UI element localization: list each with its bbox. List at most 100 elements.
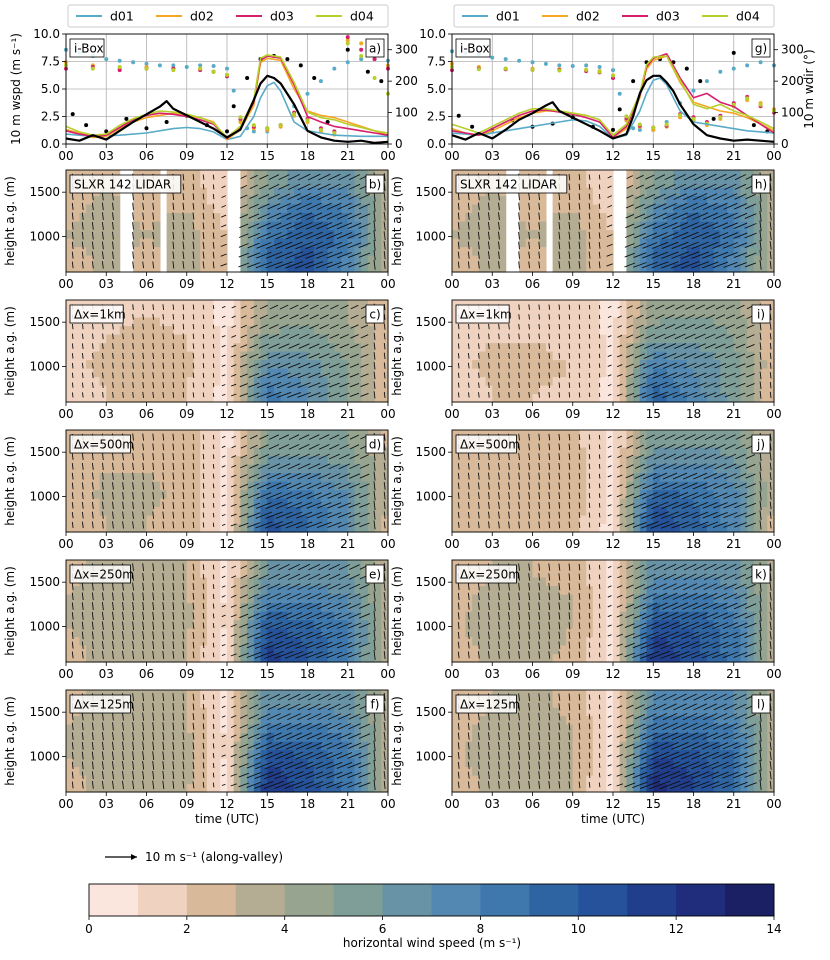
heatmap-cell xyxy=(240,523,248,533)
heatmap-cell xyxy=(327,255,335,265)
wind-vector xyxy=(238,262,250,268)
wind-vector xyxy=(221,455,226,458)
y-tick-label: 1500 xyxy=(29,705,60,719)
heatmap-cell xyxy=(294,602,302,612)
wind-vector xyxy=(295,231,313,240)
heatmap-cell xyxy=(294,376,302,386)
wind-vector xyxy=(92,382,94,388)
heatmap-cell xyxy=(314,636,322,646)
heatmap-cell xyxy=(307,560,315,570)
heatmap-cell xyxy=(381,498,389,508)
heatmap-cell xyxy=(146,602,154,612)
heatmap-cell xyxy=(79,515,87,525)
heatmap-cell xyxy=(381,568,389,578)
heatmap-cell xyxy=(233,611,242,621)
heatmap-cell xyxy=(213,724,221,734)
wind-vector xyxy=(102,333,104,340)
heatmap-cell xyxy=(153,707,161,717)
wind-vector xyxy=(172,573,175,581)
heatmap-cell xyxy=(233,481,242,491)
heatmap-cell xyxy=(206,498,215,508)
heatmap-cell xyxy=(153,602,161,612)
heatmap-cell xyxy=(133,758,141,768)
heatmap-cell xyxy=(334,447,342,457)
heatmap-cell xyxy=(280,376,288,386)
heatmap-cell xyxy=(86,359,94,369)
wind-vector xyxy=(308,463,321,470)
wind-vector xyxy=(122,323,124,330)
wind-vector xyxy=(71,353,74,359)
heatmap-cell xyxy=(79,368,87,378)
wind-vector xyxy=(373,640,376,651)
heatmap-cell xyxy=(227,359,235,369)
heatmap-cell xyxy=(159,489,168,499)
wind-vector xyxy=(326,222,343,230)
heatmap-cell xyxy=(133,645,141,655)
x-tick-label: 12 xyxy=(219,277,234,291)
heatmap-cell xyxy=(294,246,302,256)
heatmap-cell xyxy=(119,489,127,499)
wind-vector xyxy=(192,434,195,441)
heatmap-cell xyxy=(159,636,168,646)
heatmap-cell xyxy=(79,385,87,395)
heatmap-cell xyxy=(374,724,382,734)
heatmap-cell xyxy=(72,393,81,403)
heatmap-cell xyxy=(112,481,121,491)
heatmap-cell xyxy=(193,636,201,646)
heatmap-cell xyxy=(200,619,208,629)
heatmap-cell xyxy=(200,577,208,587)
heatmap-cell xyxy=(92,195,101,205)
wind-vector xyxy=(373,323,376,331)
heatmap-cell xyxy=(327,308,335,318)
heatmap-cell xyxy=(86,376,94,386)
heatmap-cell xyxy=(458,238,467,248)
wind-vector xyxy=(373,461,376,471)
wind-vector xyxy=(239,392,248,397)
heatmap-cell xyxy=(367,645,376,655)
wind-vector xyxy=(152,433,155,441)
wdir-point-d01 xyxy=(543,61,548,66)
wind-vector xyxy=(248,372,260,378)
heatmap-cell xyxy=(367,351,376,361)
wind-vector xyxy=(279,324,289,330)
wind-vector xyxy=(383,251,386,260)
heatmap-cell xyxy=(166,447,174,457)
heatmap-cell xyxy=(381,560,389,570)
heatmap-cell xyxy=(233,715,242,725)
heatmap-cell xyxy=(106,430,114,440)
x-tick-label: 12 xyxy=(219,797,234,811)
heatmap-cell xyxy=(280,204,288,214)
heatmap-cell xyxy=(213,568,221,578)
wind-vector xyxy=(81,333,84,340)
heatmap-cell xyxy=(133,481,141,491)
heatmap-cell xyxy=(320,376,329,386)
heatmap-cell xyxy=(133,430,141,440)
wind-vector xyxy=(360,454,370,460)
heatmap-cell xyxy=(320,602,329,612)
heatmap-cell xyxy=(354,325,362,335)
heatmap-cell xyxy=(153,464,161,474)
heatmap-cell xyxy=(267,263,275,273)
wind-vector xyxy=(383,333,386,340)
heatmap-cell xyxy=(220,636,228,646)
wind-vector xyxy=(102,521,104,529)
heatmap-cell xyxy=(72,221,81,231)
legend-label-d01: d01 xyxy=(496,9,520,24)
wind-vector xyxy=(296,612,313,620)
heatmap-cell xyxy=(193,263,201,273)
heatmap-cell xyxy=(66,611,74,621)
wind-vector xyxy=(92,372,94,379)
wind-vector xyxy=(122,343,124,350)
wind-vector xyxy=(162,592,165,601)
heatmap-cell xyxy=(253,300,262,310)
heatmap-cell xyxy=(153,775,161,785)
heatmap-cell xyxy=(112,594,121,604)
heatmap-cell xyxy=(300,204,309,214)
y-tick-label: 0.0 xyxy=(41,137,60,151)
heatmap-cell xyxy=(354,187,362,197)
wind-vector xyxy=(192,261,195,269)
wind-vector xyxy=(288,563,300,571)
heatmap-cell xyxy=(347,325,356,335)
heatmap-cell xyxy=(253,385,262,395)
heatmap-cell xyxy=(280,568,288,578)
